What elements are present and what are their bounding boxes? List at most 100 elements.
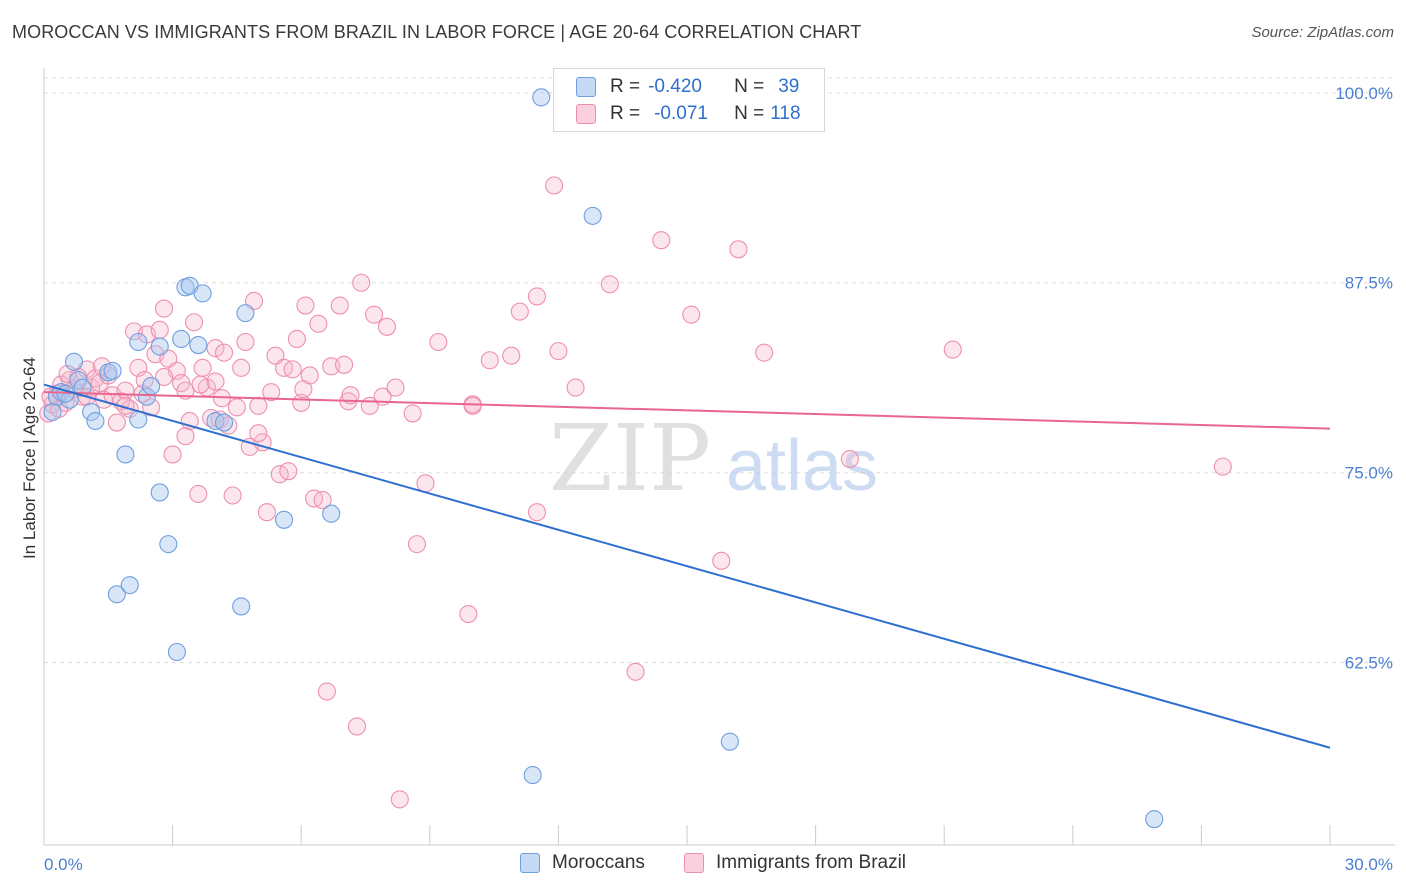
brazil-point — [287, 329, 306, 349]
brazil-point — [1213, 457, 1232, 476]
brazil-point — [527, 287, 547, 306]
brazil-point — [347, 717, 366, 736]
legend-n-value: 39 — [778, 76, 800, 97]
brazil-point — [386, 378, 405, 397]
legend-row-moroccans: R = -0.420 N = 39 — [576, 75, 799, 99]
brazil-point — [262, 383, 281, 402]
legend-r-label: R = — [610, 103, 641, 124]
moroccan-point — [583, 206, 602, 225]
brazil-point — [566, 378, 585, 397]
brazil-point — [527, 503, 547, 522]
series-legend: Moroccans Immigrants from Brazil — [0, 852, 1406, 878]
brazil-point — [313, 490, 332, 510]
moroccan-point — [720, 732, 739, 751]
brazil-point — [335, 355, 354, 374]
brazil-point — [189, 484, 208, 504]
moroccan-point — [150, 337, 169, 356]
moroccan-point — [532, 88, 551, 107]
moroccan-point — [232, 597, 251, 616]
moroccan-point — [86, 411, 105, 431]
legend-swatch-pink — [684, 853, 704, 873]
moroccan-point — [64, 352, 84, 371]
brazil-point — [943, 340, 962, 359]
watermark-atlas: atlas — [726, 426, 878, 506]
tick-labels: 62.5% 75.0% 87.5% 100.0% 0.0% 30.0% — [44, 84, 1393, 874]
moroccan-point — [167, 642, 186, 662]
y-tick-label: 87.5% — [1345, 274, 1393, 293]
legend-swatch-pink — [576, 104, 596, 124]
brazil-point — [227, 398, 246, 417]
brazil-point — [249, 396, 268, 415]
moroccan-point — [193, 284, 212, 303]
legend-item-brazil[interactable]: Immigrants from Brazil — [684, 852, 906, 874]
brazil-point — [459, 604, 478, 624]
brazil-point — [107, 413, 126, 432]
y-tick-label: 75.0% — [1345, 464, 1393, 483]
moroccan-point — [43, 402, 62, 421]
brazil-point — [502, 346, 521, 365]
watermark-zip: ZIP — [549, 405, 711, 512]
brazil-point — [309, 314, 328, 333]
axes — [43, 68, 1395, 846]
brazil-point — [341, 386, 360, 405]
legend-r-label: R = — [610, 76, 641, 97]
legend-swatch-blue — [576, 77, 596, 97]
legend-swatch-blue — [520, 853, 540, 873]
moroccan-point — [137, 387, 156, 406]
brazil-trend-line — [43, 391, 1331, 430]
brazil-point — [223, 486, 242, 505]
x-tick-label: 30.0% — [1345, 855, 1393, 874]
brazil-point — [429, 332, 448, 352]
brazil-point — [232, 358, 251, 377]
brazil-point — [390, 790, 409, 809]
trend-lines — [43, 383, 1331, 749]
moroccan-point — [129, 332, 148, 352]
brazil-point — [257, 503, 276, 522]
brazil-point — [249, 424, 268, 443]
moroccan-point — [523, 766, 542, 785]
brazil-point — [294, 380, 313, 399]
moroccan-point — [116, 445, 135, 464]
brazil-point — [206, 372, 225, 391]
brazil-point — [150, 320, 169, 339]
brazil-point — [407, 535, 426, 554]
legend-label-brazil: Immigrants from Brazil — [716, 852, 907, 873]
legend-n-value: 118 — [770, 103, 801, 124]
brazil-point — [352, 273, 371, 292]
brazil-point — [549, 342, 568, 361]
brazil-point — [116, 381, 135, 400]
moroccan-point — [103, 361, 122, 380]
moroccan-trend-line — [43, 383, 1331, 749]
brazil-point — [755, 343, 774, 362]
legend-row-brazil: R = -0.071 N = 118 — [576, 102, 801, 126]
moroccan-point — [159, 535, 178, 554]
brazil-point — [330, 296, 349, 315]
watermark: ZIP atlas — [549, 405, 878, 512]
brazil-point — [403, 404, 422, 423]
y-tick-label: 100.0% — [1335, 84, 1393, 103]
brazil-point — [317, 682, 336, 701]
legend-label-moroccans: Moroccans — [552, 852, 645, 873]
brazil-point — [176, 427, 195, 446]
moroccan-point — [107, 585, 126, 604]
brazil-point — [416, 474, 435, 493]
brazil-point — [191, 375, 210, 394]
brazil-point — [377, 317, 396, 336]
moroccan-point — [82, 402, 101, 421]
y-tick-label: 62.5% — [1345, 654, 1393, 673]
brazil-point — [184, 313, 204, 332]
brazil-point — [480, 351, 499, 370]
brazil-point — [729, 240, 748, 259]
brazil-point — [652, 231, 671, 250]
brazil-point — [600, 275, 619, 294]
brazil-point — [296, 296, 315, 315]
moroccan-point — [172, 329, 191, 349]
legend-item-moroccans[interactable]: Moroccans — [520, 852, 645, 874]
moroccan-point — [150, 483, 169, 502]
moroccan-point — [142, 377, 161, 396]
moroccan-point — [120, 576, 139, 595]
brazil-point — [283, 360, 302, 379]
brazil-point — [712, 551, 731, 570]
moroccan-point — [322, 504, 341, 523]
